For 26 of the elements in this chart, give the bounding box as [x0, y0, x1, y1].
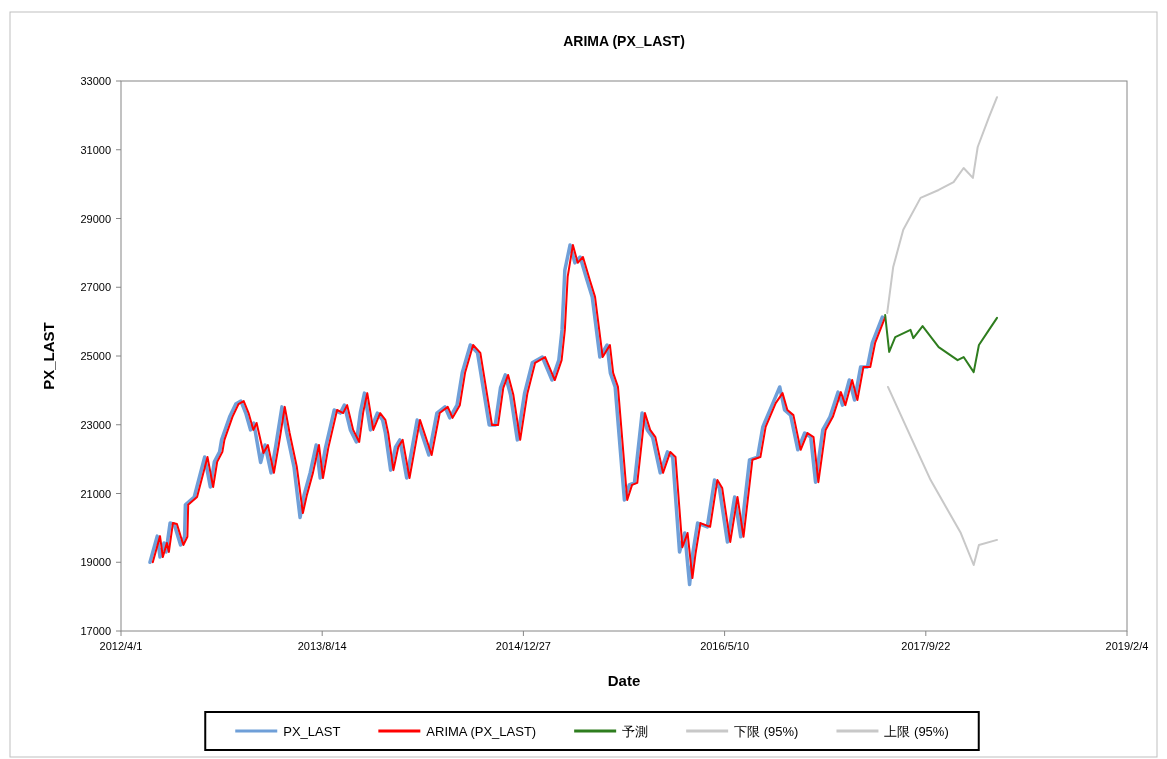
y-tick-label: 31000 [80, 143, 111, 156]
y-tick-label: 17000 [80, 625, 111, 637]
y-tick-label: 23000 [80, 418, 111, 431]
x-tick-label: 2012/4/1 [99, 640, 143, 652]
x-tick-label: 2017/9/22 [901, 640, 951, 652]
y-tick-label: 29000 [80, 212, 111, 225]
x-tick-label: 2014/12/27 [495, 640, 551, 652]
y-axis-title: PX_LAST [40, 322, 57, 390]
y-tick-label: 19000 [80, 556, 111, 569]
legend-label: 予測 [622, 724, 649, 739]
line-series [886, 385, 999, 566]
legend-label: 上限 (95%) [884, 724, 949, 739]
y-tick-label: 25000 [80, 350, 111, 362]
x-tick-label: 2016/5/10 [700, 640, 750, 652]
y-tick-label: 33000 [80, 75, 111, 87]
legend-label: PX_LAST [283, 724, 341, 739]
x-axis-title: Date [607, 672, 641, 689]
line-series [884, 314, 999, 374]
legend-label: ARIMA (PX_LAST) [426, 724, 537, 739]
y-tick-label: 21000 [80, 487, 111, 500]
y-tick-label: 27000 [80, 281, 111, 294]
line-series [886, 96, 999, 315]
legend-label: 下限 (95%) [734, 724, 799, 739]
x-tick-label: 2013/8/14 [297, 640, 347, 652]
chart-title: ARIMA (PX_LAST) [563, 33, 685, 49]
x-tick-label: 2019/2/4 [1105, 640, 1149, 652]
